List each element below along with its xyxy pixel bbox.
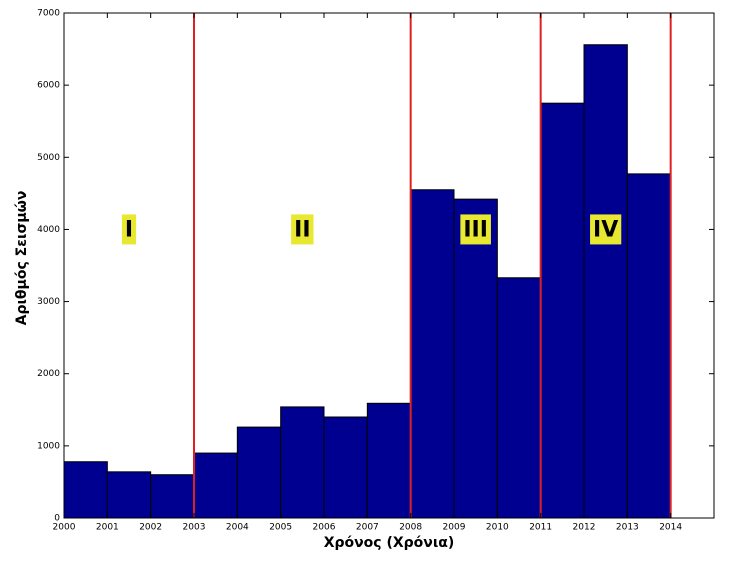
bar [583,44,628,519]
bar [626,173,672,519]
bar [366,402,412,519]
x-tick-label: 2010 [486,523,509,533]
region-label-bg [460,214,491,245]
bar [106,471,152,519]
region-label-bg [291,214,314,245]
bar [323,416,368,519]
x-tick-label: 2013 [616,523,639,533]
bar [236,426,282,519]
x-tick-label: 2011 [529,523,552,533]
y-tick-label: 3000 [37,297,60,307]
y-tick-label: 5000 [37,153,60,163]
bar [280,406,325,519]
y-tick-label: 7000 [37,9,60,19]
x-tick-label: 2003 [183,523,206,533]
x-tick-label: 2008 [399,523,422,533]
region-label: I [125,217,133,242]
x-tick-label: 2005 [269,523,292,533]
region-label: II [294,217,310,242]
x-axis-label: Χρόνος (Χρόνια) [324,535,455,551]
x-tick-label: 2014 [659,523,682,533]
plot-frame [63,12,715,519]
x-tick-label: 2002 [139,523,162,533]
x-tick-label: 2000 [53,523,76,533]
bar [193,452,238,519]
region-label: IV [593,217,618,242]
bar [453,198,498,519]
bar [496,277,542,519]
bar [63,461,108,519]
bar [540,102,585,519]
x-tick-label: 2006 [313,523,336,533]
region-label-bg [121,214,137,245]
y-tick-label: 1000 [37,441,60,451]
y-tick-label: 0 [54,514,60,524]
y-tick-label: 2000 [37,369,60,379]
x-tick-label: 2004 [226,523,249,533]
bar [150,474,195,519]
x-tick-label: 2001 [96,523,119,533]
y-tick-label: 4000 [37,225,60,235]
region-label: III [463,217,488,242]
y-axis-label: Αριθμός Σεισμών [14,191,30,326]
x-tick-label: 2012 [573,523,596,533]
x-tick-label: 2007 [356,523,379,533]
x-tick-label: 2009 [443,523,466,533]
y-tick-label: 6000 [37,81,60,91]
bar [410,189,455,519]
region-label-bg [590,214,622,245]
